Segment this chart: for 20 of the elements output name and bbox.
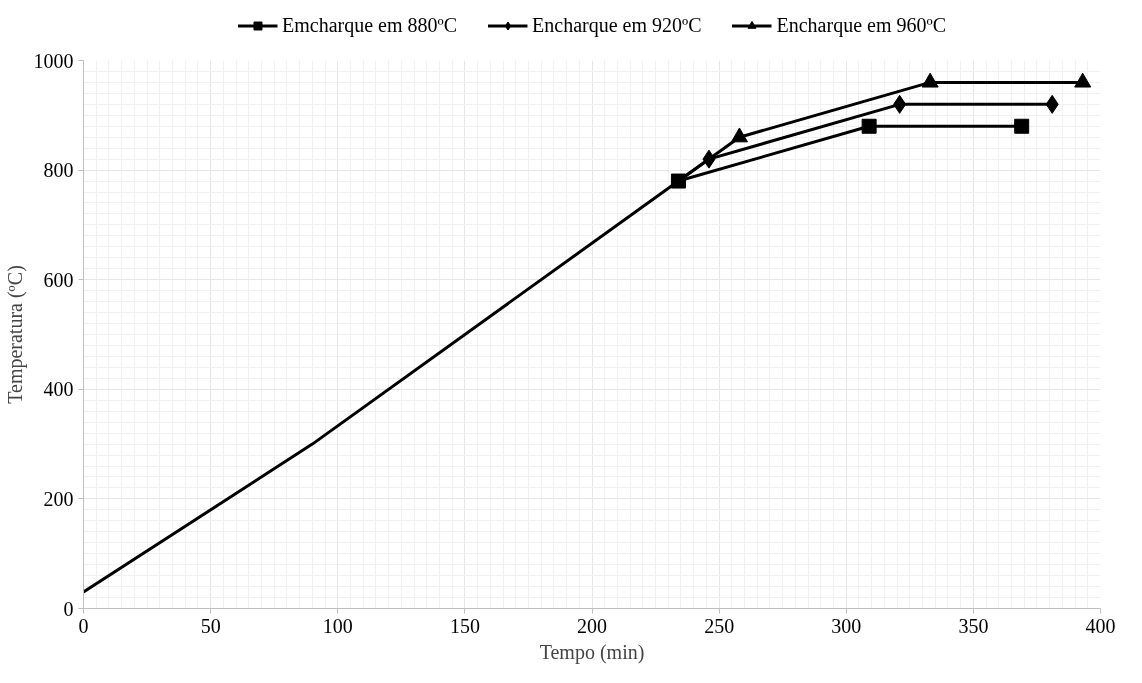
y-tick-label: 1000 <box>33 49 74 72</box>
legend-label: Emcharque em 880ºC <box>281 13 458 37</box>
y-tick-label: 600 <box>43 268 74 291</box>
x-tick-label: 350 <box>958 614 989 637</box>
y-tick-label: 400 <box>43 378 74 401</box>
y-tick-label: 800 <box>43 159 74 182</box>
x-tick-label: 400 <box>1085 614 1116 637</box>
y-tick-label: 200 <box>43 487 74 510</box>
x-axis-title: Tempo (min) <box>539 640 645 664</box>
x-tick-label: 200 <box>577 614 607 637</box>
x-tick-label: 250 <box>704 614 735 637</box>
x-tick-label: 300 <box>831 614 862 637</box>
x-tick-label: 50 <box>200 614 221 637</box>
y-tick-label: 0 <box>63 597 74 620</box>
legend-label: Encharque em 960ºC <box>776 13 947 37</box>
x-tick-label: 150 <box>449 614 480 637</box>
x-tick-label: 0 <box>78 614 89 637</box>
legend-label: Encharque em 920ºC <box>532 13 702 37</box>
y-axis-title: Temperatura (ºC) <box>3 265 27 404</box>
x-tick-label: 100 <box>322 614 353 637</box>
